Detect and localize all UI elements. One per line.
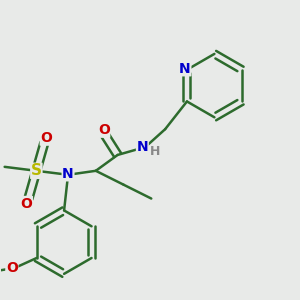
Text: O: O <box>6 261 18 275</box>
Text: N: N <box>136 140 148 154</box>
Text: S: S <box>31 163 42 178</box>
Text: N: N <box>62 167 74 181</box>
Text: H: H <box>150 146 160 158</box>
Text: O: O <box>40 131 52 145</box>
Text: N: N <box>179 62 191 76</box>
Text: O: O <box>20 196 32 211</box>
Text: O: O <box>98 123 110 137</box>
